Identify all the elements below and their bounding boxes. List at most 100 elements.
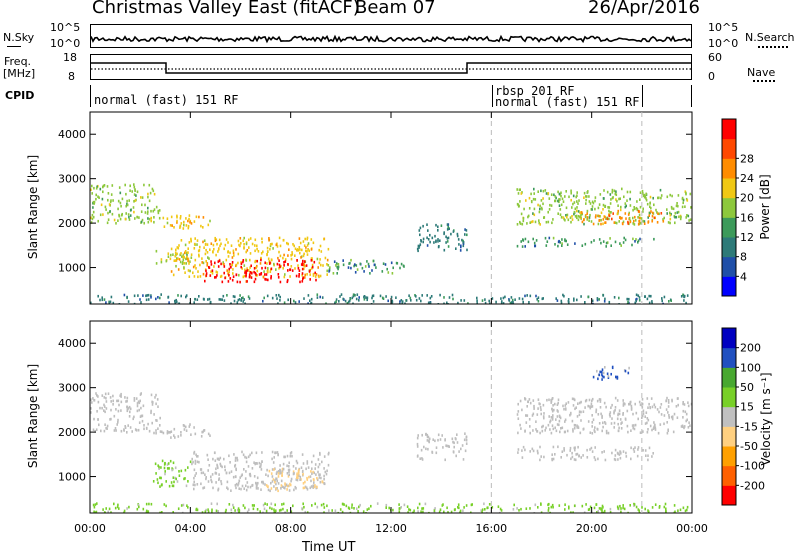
scatter-cell bbox=[161, 459, 164, 463]
scatter-cell bbox=[426, 435, 429, 439]
scatter-cell bbox=[556, 415, 559, 418]
scatter-cell bbox=[310, 267, 313, 270]
scatter-cell bbox=[310, 479, 312, 483]
scatter-cell bbox=[185, 484, 188, 488]
scatter-cell bbox=[422, 507, 425, 510]
colorbar-tick-label: 20 bbox=[740, 192, 754, 205]
scatter-cell bbox=[434, 439, 436, 443]
scatter-cell bbox=[293, 244, 295, 248]
scatter-cell bbox=[189, 269, 191, 273]
scatter-cell bbox=[128, 215, 130, 219]
scatter-cell bbox=[214, 459, 217, 462]
scatter-cell bbox=[267, 278, 269, 282]
scatter-cell bbox=[586, 448, 588, 452]
scatter-cell bbox=[608, 217, 610, 221]
scatter-cell bbox=[630, 457, 632, 461]
scatter-cell bbox=[439, 293, 441, 297]
scatter-cell bbox=[537, 296, 540, 299]
scatter-cell bbox=[673, 504, 676, 507]
scatter-cell bbox=[123, 509, 126, 513]
scatter-cell bbox=[359, 503, 361, 507]
scatter-cell bbox=[645, 454, 647, 457]
scatter-cell bbox=[533, 407, 535, 410]
scatter-cell bbox=[525, 199, 527, 202]
scatter-cell bbox=[188, 217, 190, 221]
scatter-cell bbox=[408, 508, 410, 511]
scatter-cell bbox=[243, 468, 245, 471]
scatter-cell bbox=[435, 223, 437, 227]
scatter-cell bbox=[563, 294, 565, 298]
scatter-cell bbox=[559, 198, 561, 201]
scatter-cell bbox=[638, 511, 641, 513]
y-tick-label: 3000 bbox=[58, 173, 86, 186]
scatter-cell bbox=[439, 508, 442, 511]
scatter-cell bbox=[234, 295, 236, 299]
scatter-cell bbox=[98, 423, 100, 427]
scatter-cell bbox=[279, 244, 282, 248]
scatter-cell bbox=[611, 417, 613, 420]
scatter-cell bbox=[572, 404, 575, 407]
scatter-cell bbox=[531, 414, 534, 417]
scatter-cell bbox=[605, 431, 608, 435]
scatter-cell bbox=[658, 505, 661, 508]
scatter-cell bbox=[622, 506, 624, 510]
scatter-cell bbox=[508, 299, 511, 302]
scatter-cell bbox=[367, 262, 370, 266]
scatter-cell bbox=[567, 401, 570, 404]
scatter-cell bbox=[589, 448, 591, 451]
scatter-cell bbox=[127, 213, 130, 216]
scatter-cell bbox=[310, 259, 313, 262]
scatter-cell bbox=[160, 258, 163, 261]
scatter-cell bbox=[438, 510, 441, 513]
scatter-cell bbox=[671, 194, 673, 198]
scatter-cell bbox=[601, 508, 603, 512]
scatter-cell bbox=[684, 205, 686, 208]
scatter-cell bbox=[174, 254, 176, 258]
scatter-cell bbox=[304, 276, 306, 279]
scatter-cell bbox=[618, 197, 620, 201]
scatter-cell bbox=[339, 508, 342, 511]
scatter-cell bbox=[292, 243, 294, 246]
scatter-cell bbox=[627, 220, 629, 224]
scatter-cell bbox=[106, 424, 109, 428]
scatter-cell bbox=[236, 280, 239, 284]
scatter-cell bbox=[117, 219, 119, 222]
scatter-cell bbox=[567, 300, 570, 303]
scatter-cell bbox=[454, 437, 457, 440]
scatter-cell bbox=[629, 190, 632, 194]
scatter-cell bbox=[188, 214, 191, 217]
scatter-cell bbox=[356, 507, 358, 510]
scatter-cell bbox=[182, 260, 184, 264]
scatter-cell bbox=[178, 474, 181, 477]
scatter-cell bbox=[437, 433, 440, 437]
scatter-cell bbox=[603, 300, 606, 303]
scatter-cell bbox=[626, 190, 629, 194]
scatter-cell bbox=[602, 218, 605, 221]
scatter-cell bbox=[302, 259, 304, 263]
scatter-cell bbox=[578, 454, 580, 457]
scatter-cell bbox=[112, 199, 114, 202]
scatter-cell bbox=[354, 271, 357, 274]
scatter-cell bbox=[255, 266, 257, 269]
colorbar-tick-label: 16 bbox=[740, 211, 754, 224]
nsearch-label: N.Search bbox=[745, 31, 795, 44]
scatter-cell bbox=[172, 461, 175, 465]
scatter-cell bbox=[183, 424, 186, 428]
scatter-cell bbox=[660, 212, 663, 215]
scatter-cell bbox=[317, 465, 320, 469]
scatter-cell bbox=[297, 469, 300, 473]
scatter-cell bbox=[133, 193, 136, 196]
scatter-cell bbox=[306, 462, 309, 465]
scatter-cell bbox=[530, 220, 533, 224]
scatter-cell bbox=[517, 203, 520, 207]
scatter-cell bbox=[177, 257, 179, 260]
scatter-cell bbox=[628, 301, 630, 304]
scatter-cell bbox=[595, 214, 597, 217]
scatter-cell bbox=[502, 296, 505, 300]
scatter-cell bbox=[633, 427, 636, 431]
scatter-cell bbox=[576, 216, 578, 220]
scatter-cell bbox=[362, 510, 365, 513]
scatter-cell bbox=[409, 508, 412, 512]
scatter-cell bbox=[325, 302, 327, 304]
scatter-cell bbox=[627, 213, 630, 216]
